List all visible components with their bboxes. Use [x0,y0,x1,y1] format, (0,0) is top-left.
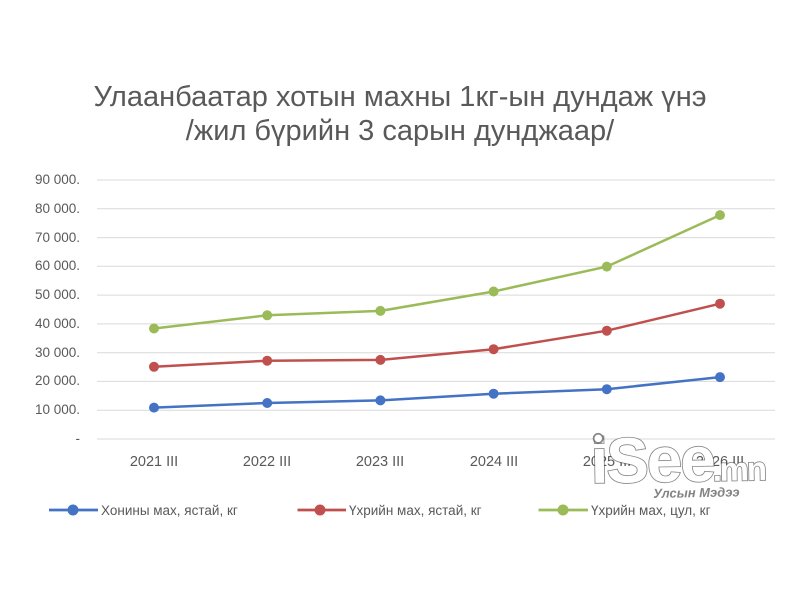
svg-text:2022 III: 2022 III [243,454,291,470]
svg-text:-: - [76,431,81,446]
svg-text:2025 III: 2025 III [583,454,631,470]
svg-text:Хонины мах, ястай, кг: Хонины мах, ястай, кг [101,503,238,518]
svg-text:20 000.: 20 000. [35,373,80,388]
svg-text:2023 III: 2023 III [356,454,404,470]
svg-text:30 000.: 30 000. [35,345,80,360]
svg-text:2021 III: 2021 III [130,454,178,470]
svg-text:Үхрийн мах, цул, кг: Үхрийн мах, цул, кг [591,503,711,518]
svg-text:70 000.: 70 000. [35,230,80,245]
svg-text:50 000.: 50 000. [35,287,80,302]
svg-text:80 000.: 80 000. [35,201,80,216]
svg-text:40 000.: 40 000. [35,316,80,331]
svg-text:60 000.: 60 000. [35,258,80,273]
svg-text:2024 III: 2024 III [470,454,518,470]
svg-text:10 000.: 10 000. [35,402,80,417]
svg-text:2026 III: 2026 III [696,454,744,470]
svg-text:90 000.: 90 000. [35,172,80,187]
svg-text:Үхрийн мах, ястай, кг: Үхрийн мах, ястай, кг [349,503,482,518]
